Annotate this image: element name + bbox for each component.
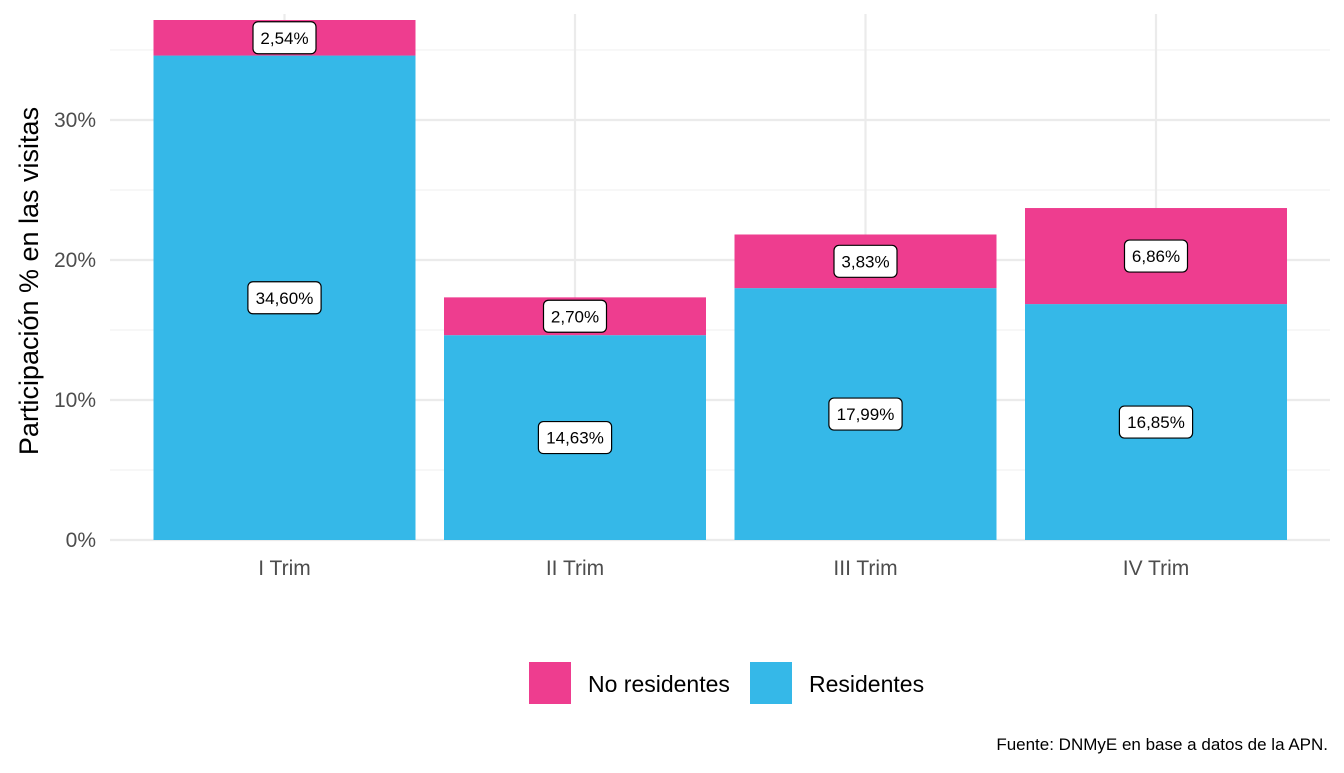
legend-swatch bbox=[529, 662, 571, 704]
data-label: 14,63% bbox=[537, 420, 613, 455]
y-tick-label: 30% bbox=[54, 109, 96, 132]
data-label-box bbox=[247, 281, 322, 315]
legend-label: No residentes bbox=[588, 671, 730, 697]
data-labels-layer: 34,60% 2,54% 14,63% 2,70% 17,99% 3,83% 16,85% 6… bbox=[247, 21, 1194, 455]
x-tick-label: IV Trim bbox=[1123, 557, 1190, 580]
data-label-text: 2,54% bbox=[260, 29, 308, 48]
data-label-text: 16,85% bbox=[1127, 413, 1185, 432]
data-label-box bbox=[252, 21, 317, 55]
data-label-box bbox=[1118, 405, 1194, 439]
data-label-box bbox=[833, 244, 898, 278]
y-tick-label: 20% bbox=[54, 249, 96, 272]
axis-layer: 0% 10% 20% 30% I Trim II Trim III Trim IV Trim bbox=[54, 109, 1189, 580]
x-tick-label: II Trim bbox=[546, 557, 604, 580]
data-label: 17,99% bbox=[828, 397, 903, 431]
legend-item: No residentes bbox=[529, 662, 730, 704]
data-label: 6,86% bbox=[1123, 239, 1189, 273]
data-label-text: 2,70% bbox=[551, 307, 599, 326]
data-label-box bbox=[542, 299, 608, 333]
y-tick-label: 10% bbox=[54, 389, 96, 412]
caption-source: Fuente: DNMyE en base a datos de la APN. bbox=[996, 735, 1328, 754]
data-label-text: 34,60% bbox=[256, 289, 314, 308]
y-axis-title: Participación % en las visitas bbox=[14, 107, 44, 455]
data-label-text: 3,83% bbox=[841, 252, 889, 271]
legend: No residentes Residentes bbox=[529, 662, 924, 704]
legend-item: Residentes bbox=[750, 662, 924, 704]
data-label-box bbox=[537, 420, 613, 455]
data-label: 16,85% bbox=[1118, 405, 1194, 439]
data-label-text: 17,99% bbox=[837, 405, 895, 424]
legend-label: Residentes bbox=[809, 671, 924, 697]
data-label: 2,70% bbox=[542, 299, 608, 333]
x-tick-label: I Trim bbox=[258, 557, 311, 580]
data-label-text: 14,63% bbox=[546, 429, 604, 448]
data-label-text: 6,86% bbox=[1132, 247, 1180, 266]
data-label-box bbox=[1123, 239, 1189, 273]
y-tick-label: 0% bbox=[66, 529, 96, 552]
data-label-box bbox=[828, 397, 903, 431]
bars-layer bbox=[153, 20, 1287, 540]
data-label: 34,60% bbox=[247, 281, 322, 315]
x-tick-label: III Trim bbox=[833, 557, 897, 580]
legend-swatch bbox=[750, 662, 792, 704]
data-label: 2,54% bbox=[252, 21, 317, 55]
data-label: 3,83% bbox=[833, 244, 898, 278]
